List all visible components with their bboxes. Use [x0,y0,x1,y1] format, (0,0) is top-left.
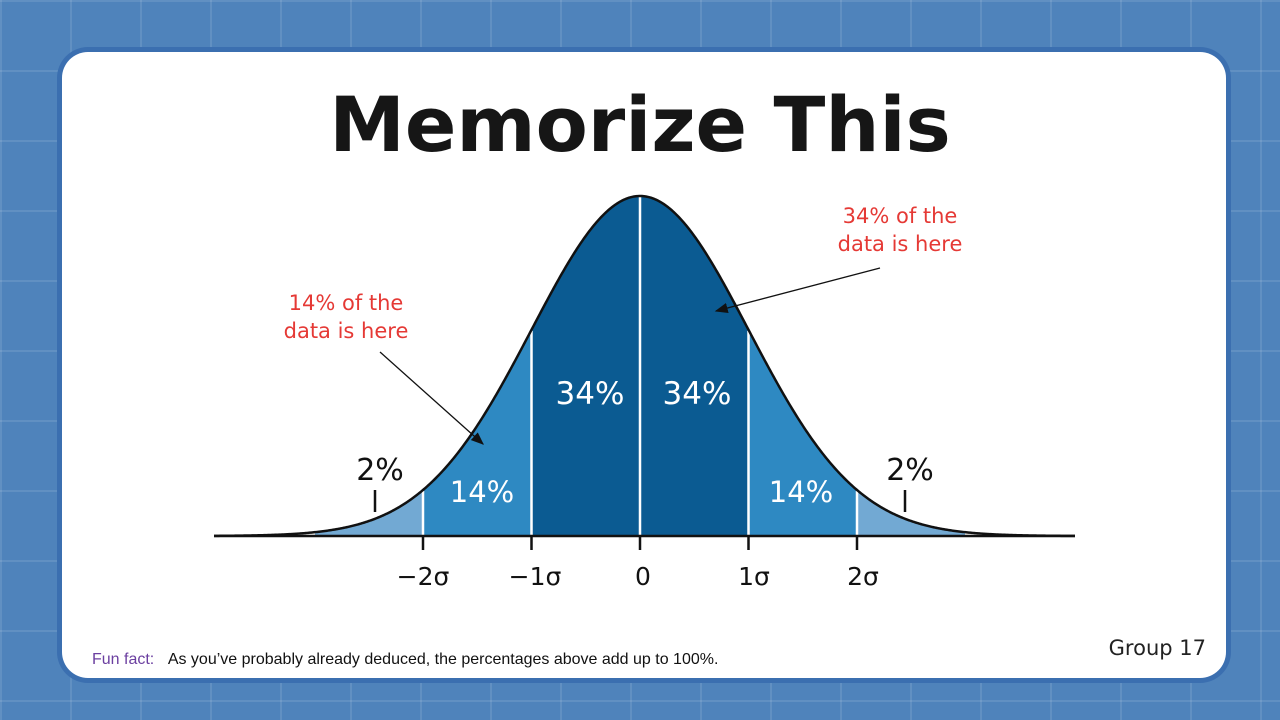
slide-title: Memorize This [329,80,951,169]
region-label-left-second: 14% [450,475,514,509]
region-label-left-tail: 2% [356,453,404,488]
region-label-right-tail: 2% [886,453,934,488]
annotation-34-arrow [714,267,881,314]
axis-label-minus-2sigma: −2σ [397,562,450,591]
region-label-right-second: 14% [769,475,833,509]
region-right-first [640,196,749,536]
region-label-right-first: 34% [663,376,732,412]
region-right-tail [857,489,965,536]
axis-label-zero: 0 [635,562,651,591]
axis-label-1sigma: 1σ [738,562,770,591]
annotation-34-line-1: 34% of the [843,204,958,228]
group-label: Group 17 [1108,636,1206,660]
bell-curve-outline [213,194,1075,538]
region-label-left-first: 34% [556,376,625,412]
annotation-34-line-2: data is here [838,232,963,256]
axis-label-minus-1sigma: −1σ [509,562,562,591]
fun-fact: Fun fact: As you’ve probably already ded… [92,651,718,669]
region-left-tail [315,489,423,536]
annotation-14-line-2: data is here [284,319,409,343]
annotation-14-arrow [379,351,484,445]
annotation-14-line-1: 14% of the [289,291,404,315]
fun-fact-text: As you’ve probably already deduced, the … [167,651,719,668]
fun-fact-label: Fun fact: [92,651,155,668]
axis-label-2sigma: 2σ [847,562,879,591]
region-left-first [532,196,640,536]
